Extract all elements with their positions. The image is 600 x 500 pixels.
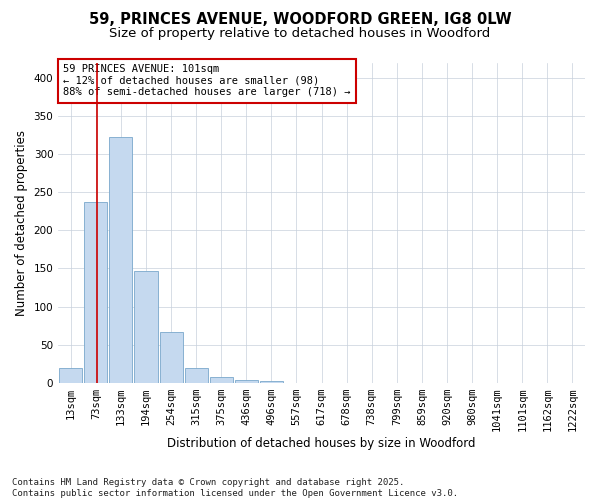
Text: 59, PRINCES AVENUE, WOODFORD GREEN, IG8 0LW: 59, PRINCES AVENUE, WOODFORD GREEN, IG8 … [89, 12, 511, 28]
Bar [160, 332, 182, 383]
Bar [84, 202, 107, 383]
Bar [235, 380, 258, 383]
Text: 59 PRINCES AVENUE: 101sqm
← 12% of detached houses are smaller (98)
88% of semi-: 59 PRINCES AVENUE: 101sqm ← 12% of detac… [64, 64, 351, 98]
Bar [59, 368, 82, 383]
Bar [134, 270, 158, 383]
Text: Contains HM Land Registry data © Crown copyright and database right 2025.
Contai: Contains HM Land Registry data © Crown c… [12, 478, 458, 498]
X-axis label: Distribution of detached houses by size in Woodford: Distribution of detached houses by size … [167, 437, 476, 450]
Bar [185, 368, 208, 383]
Text: Size of property relative to detached houses in Woodford: Size of property relative to detached ho… [109, 28, 491, 40]
Bar [209, 378, 233, 383]
Bar [260, 382, 283, 383]
Y-axis label: Number of detached properties: Number of detached properties [15, 130, 28, 316]
Bar [109, 137, 133, 383]
